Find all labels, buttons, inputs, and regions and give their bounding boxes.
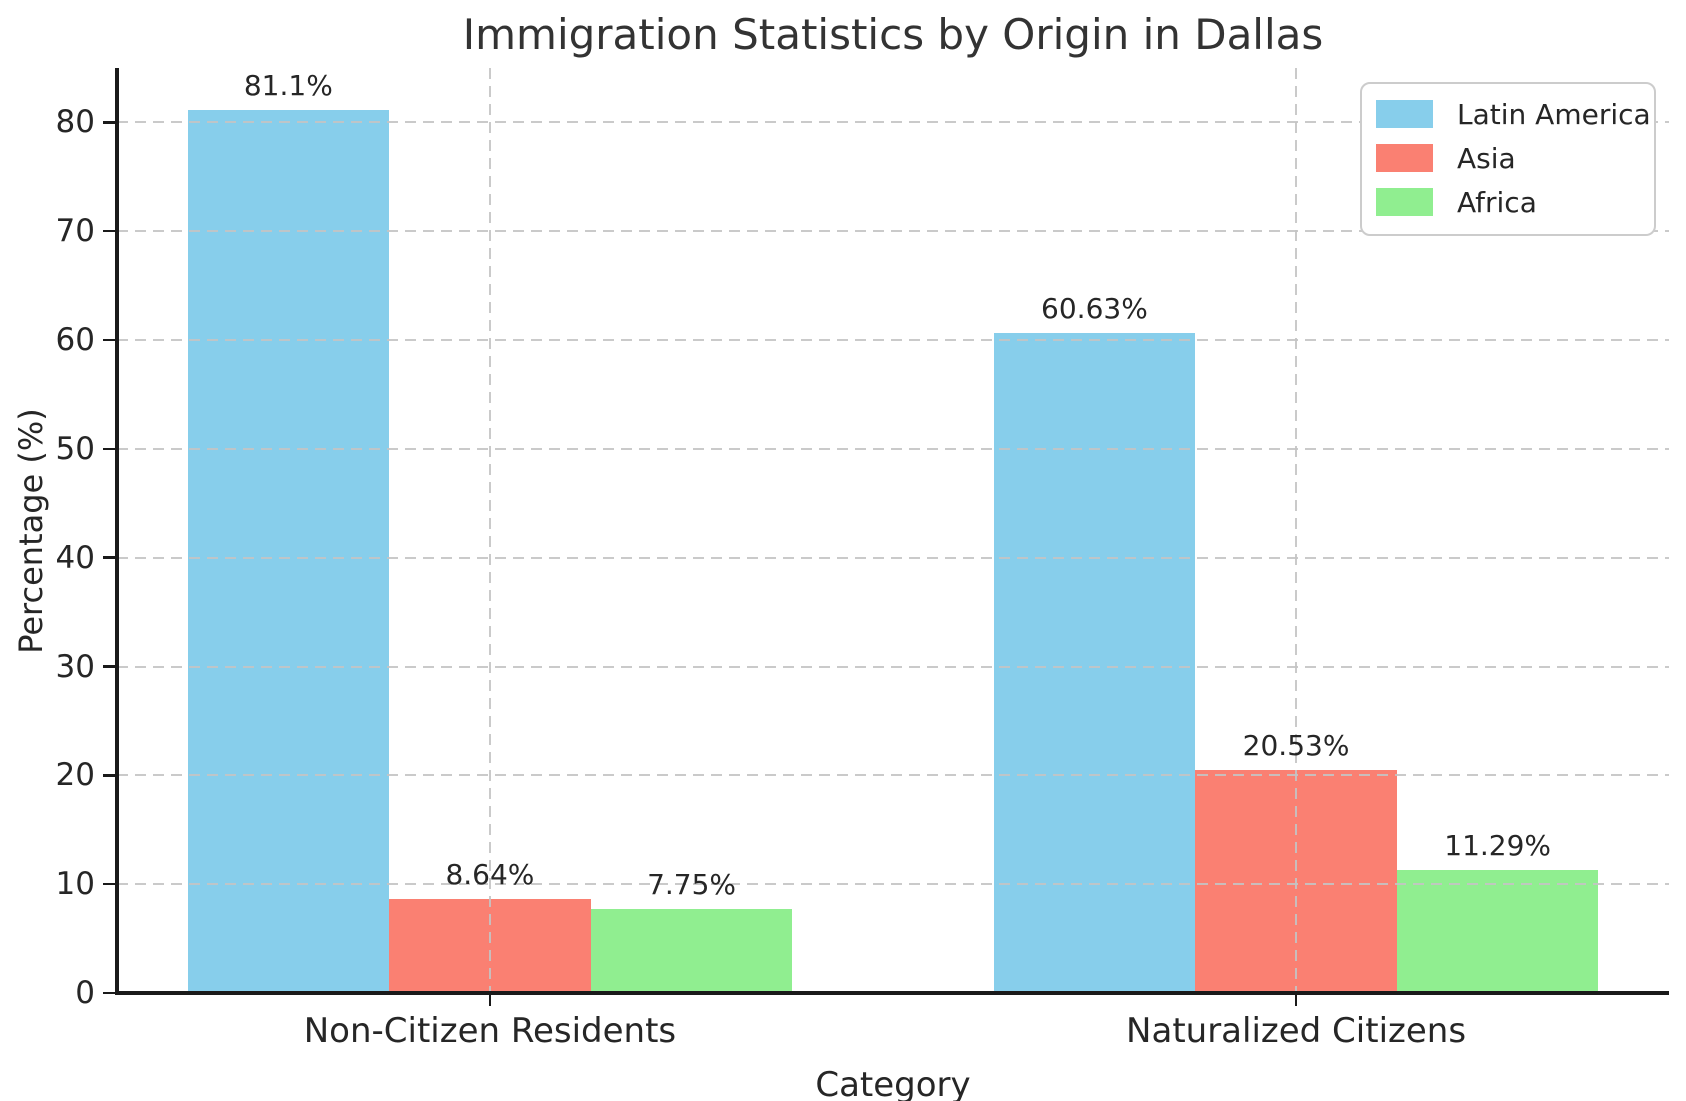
bar-africa-1 [1396, 870, 1599, 993]
legend-item-asia: Asia [1362, 136, 1654, 180]
bar-latin-america-1 [993, 333, 1196, 993]
bar-africa-0 [590, 908, 793, 993]
plot-area: 81.1% 8.64% 7.75% 60.63% 20.53% 11.29% 0 10 20 3… [12, 68, 1669, 1101]
legend-item-africa: Africa [1362, 180, 1654, 224]
gridline-horizontal [117, 883, 1669, 886]
y-axis-spine [115, 68, 119, 995]
bar-value-label: 7.75% [647, 867, 737, 901]
legend-label: Africa [1457, 185, 1537, 219]
gridline-vertical [488, 68, 491, 993]
y-tick-label: 30 [55, 648, 95, 685]
y-axis-tick [103, 121, 115, 124]
gridline-horizontal [117, 665, 1669, 668]
x-axis-tick [1294, 995, 1298, 1006]
gridline-horizontal [117, 121, 1669, 124]
legend: Latin America Asia Africa [1360, 82, 1656, 236]
y-tick-label: 60 [55, 322, 95, 359]
y-axis-tick [103, 882, 115, 886]
legend-label: Latin America [1457, 97, 1651, 131]
chart-title: Immigration Statistics by Origin in Dall… [462, 10, 1324, 59]
y-tick-label: 50 [55, 430, 95, 467]
bar-value-label: 11.29% [1444, 829, 1552, 863]
gridline-horizontal [117, 339, 1669, 342]
gridline-horizontal [117, 556, 1669, 559]
y-axis-label: Percentage (%) [12, 407, 50, 654]
gridline-horizontal [117, 774, 1669, 777]
y-tick-label: 0 [75, 975, 95, 1011]
x-axis-tick [488, 995, 492, 1006]
x-tick-label-0: Non-Citizen Residents [303, 1011, 677, 1051]
y-axis-tick [103, 338, 115, 342]
y-tick-label: 10 [55, 866, 95, 903]
y-axis-tick [103, 665, 115, 668]
y-tick-label: 70 [55, 213, 95, 250]
gridline-horizontal [117, 230, 1669, 233]
bar-value-label: 20.53% [1242, 728, 1350, 762]
gridline-horizontal [117, 447, 1669, 450]
legend-swatch-icon [1376, 144, 1433, 172]
x-axis-label: Category [815, 1065, 971, 1101]
y-axis-tick [103, 991, 115, 995]
legend-swatch-icon [1376, 100, 1433, 128]
y-axis-tick [103, 774, 115, 777]
y-tick-label: 20 [55, 757, 95, 794]
x-axis-spine [115, 991, 1669, 995]
bar-value-label: 60.63% [1041, 292, 1148, 326]
y-axis-tick [103, 229, 115, 233]
y-axis-tick [103, 556, 115, 559]
y-axis-tick [103, 447, 115, 451]
bar-latin-america-0 [187, 110, 390, 993]
y-tick-label: 80 [55, 104, 95, 141]
legend-item-latin-america: Latin America [1362, 92, 1654, 136]
legend-label: Asia [1457, 141, 1516, 175]
x-tick-label-1: Naturalized Citizens [1126, 1011, 1467, 1051]
y-tick-label: 40 [55, 539, 95, 576]
legend-swatch-icon [1376, 188, 1433, 216]
bar-value-label: 8.64% [445, 857, 535, 891]
gridline-vertical [1295, 68, 1298, 993]
bar-value-label: 81.1% [243, 69, 333, 103]
